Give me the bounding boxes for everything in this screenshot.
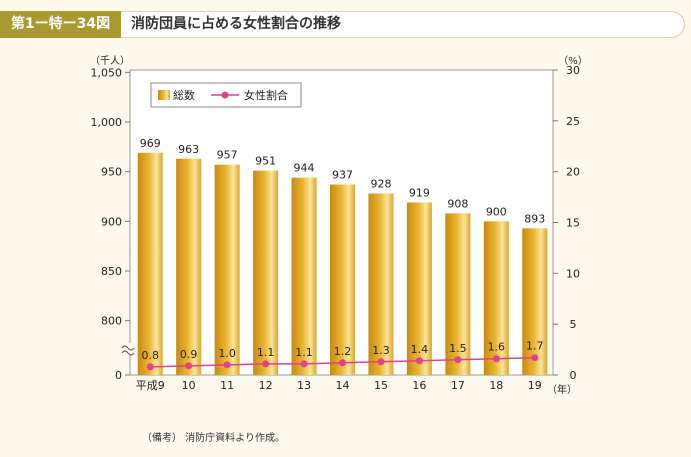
- x-tick-label: 平成9: [136, 379, 165, 392]
- bar: [522, 228, 548, 375]
- y-left-tick-label: 1,050: [91, 66, 123, 79]
- y-right-tick-label: 20: [566, 166, 580, 179]
- bar: [483, 221, 509, 375]
- x-tick-label: 18: [489, 379, 503, 392]
- x-tick-label: 14: [336, 379, 350, 392]
- y-left-unit: （千人）: [90, 55, 130, 67]
- x-tick-label: 16: [412, 379, 426, 392]
- line-value-label: 1.2: [334, 345, 352, 358]
- x-tick-label: 19: [528, 379, 542, 392]
- bar: [406, 202, 432, 375]
- line-value-label: 0.8: [141, 349, 159, 362]
- figure-label: 第1ー特ー34図: [0, 11, 121, 38]
- bar: [253, 170, 279, 375]
- x-unit: （年）: [547, 383, 577, 396]
- line-value-label: 0.9: [180, 348, 198, 361]
- x-tick-label: 13: [297, 379, 311, 392]
- y-right-tick-label: 25: [566, 115, 580, 128]
- y-left-tick-label: 800: [101, 315, 122, 328]
- line-value-label: 1.1: [295, 346, 313, 359]
- bar-value-label: 944: [294, 162, 315, 175]
- bar: [445, 213, 471, 375]
- line-point: [492, 355, 500, 363]
- line-value-label: 1.7: [526, 340, 544, 353]
- axis-break-mark: [121, 350, 135, 356]
- legend-bar-label: 総数: [173, 88, 195, 102]
- legend-line-marker: [221, 91, 229, 99]
- chart-title: 消防団員に占める女性割合の推移: [131, 16, 341, 32]
- bar: [291, 177, 317, 375]
- bar: [214, 164, 240, 375]
- figure-header: 第1ー特ー34図 消防団員に占める女性割合の推移: [0, 11, 685, 38]
- y-right-tick-label: 0: [570, 369, 577, 382]
- bar-value-label: 928: [370, 178, 391, 191]
- line-point: [454, 356, 462, 364]
- axis-break-mask: [121, 343, 139, 355]
- y-right-tick-label: 10: [566, 267, 580, 280]
- line-value-label: 1.1: [257, 346, 275, 359]
- line-point: [262, 360, 270, 368]
- legend-line-label: 女性割合: [244, 88, 288, 102]
- axis-break-mark: [121, 345, 135, 351]
- bar-value-label: 919: [409, 186, 430, 199]
- line-point: [531, 354, 539, 362]
- x-tick-label: 17: [451, 379, 465, 392]
- bar: [368, 193, 394, 375]
- line-point: [415, 357, 423, 365]
- y-left-tick-label: 0: [115, 369, 122, 382]
- line-point: [377, 358, 385, 366]
- x-tick-label: 10: [182, 379, 196, 392]
- y-right-tick-label: 5: [570, 318, 577, 331]
- y-left-tick-label: 950: [101, 166, 122, 179]
- bar: [176, 158, 202, 375]
- line-value-label: 1.4: [411, 343, 429, 356]
- y-left-tick-label: 1,000: [91, 116, 123, 129]
- y-right-tick-label: 15: [566, 217, 580, 230]
- x-tick-label: 11: [220, 379, 234, 392]
- bar-value-label: 957: [217, 149, 238, 162]
- line-point: [300, 360, 308, 368]
- bar-value-label: 908: [447, 197, 468, 210]
- y-right-tick-label: 30: [566, 64, 580, 77]
- y-left-tick-label: 850: [101, 265, 122, 278]
- line-value-label: 1.3: [372, 344, 390, 357]
- x-tick-label: 12: [259, 379, 273, 392]
- bar-value-label: 951: [255, 155, 276, 168]
- legend-bar-swatch: [158, 90, 170, 100]
- y-right-unit: （%）: [558, 55, 588, 67]
- line-point: [185, 362, 193, 370]
- y-left-tick-label: 900: [101, 215, 122, 228]
- bar: [137, 152, 163, 375]
- line-value-label: 1.5: [449, 342, 467, 355]
- bar-value-label: 937: [332, 169, 353, 182]
- line-value-label: 1.0: [218, 347, 236, 360]
- source-note: （備考） 消防庁資料より作成。: [142, 433, 285, 444]
- bar-value-label: 969: [140, 137, 161, 150]
- line-point: [146, 363, 154, 371]
- line-point: [223, 361, 231, 369]
- title-bar: 消防団員に占める女性割合の推移: [121, 11, 685, 38]
- line-value-label: 1.6: [488, 341, 506, 354]
- bar-value-label: 893: [524, 212, 545, 225]
- bar-value-label: 963: [178, 143, 199, 156]
- bar: [330, 184, 355, 375]
- bar-value-label: 900: [486, 205, 507, 218]
- line-point: [339, 359, 346, 367]
- x-tick-label: 15: [374, 379, 388, 392]
